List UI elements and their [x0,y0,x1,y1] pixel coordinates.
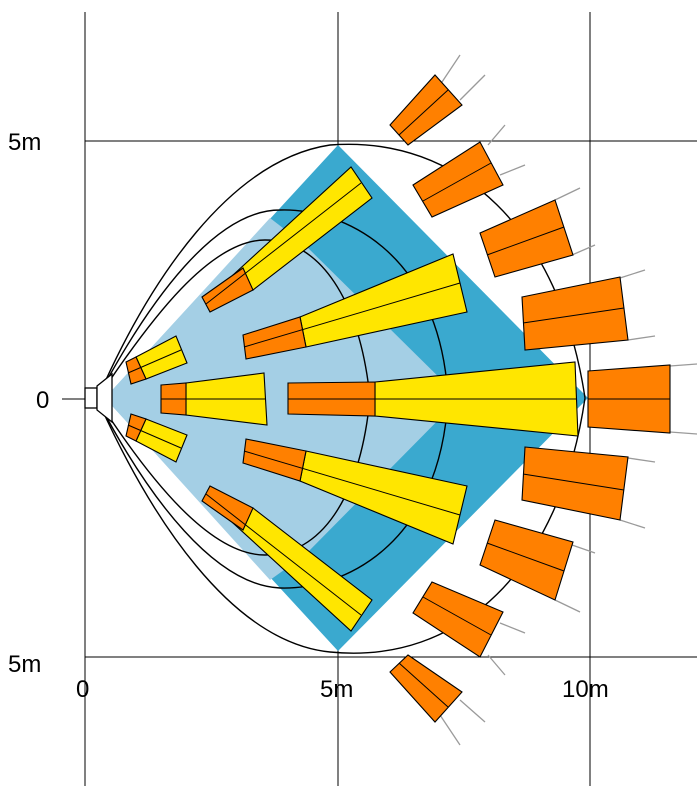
outer-contour [99,143,586,654]
beam-midline [486,542,565,572]
y-tick-label-zero: 0 [36,387,49,414]
ray [499,164,526,176]
sensor-lens [96,372,113,424]
beam-midline [243,450,461,516]
ray [669,431,697,435]
light-blue-zone [105,218,460,580]
orange-segment-upper-diagonal [201,267,254,313]
orange-beam-3 [479,199,574,278]
orange-segment-lower-short [125,413,147,442]
ray [627,457,656,463]
outer-orange-beams [389,74,671,723]
orange-beam-4 [521,276,629,351]
beam-midline [127,349,182,374]
beam-midline [127,424,182,449]
ray [571,244,596,256]
y-tick-label-top: 5m [8,129,41,156]
beam-midline [522,307,625,324]
x-tick-label-10: 10m [562,676,609,703]
ray [487,124,506,146]
orange-beam-2 [412,141,504,218]
ray [554,599,581,613]
ray [619,519,646,529]
x-tick-label-0: 0 [76,676,89,703]
ray [554,187,581,201]
orange-segment-upper-short [125,356,147,385]
x-tick-label-5: 5m [320,676,353,703]
beam-midline [486,226,565,256]
outer-beam-rays [439,54,697,746]
beam-midline [422,596,492,636]
beam-midline [522,473,625,491]
ray [627,335,656,341]
orange-beam-8 [412,581,504,658]
sensor [84,372,113,424]
beam-midline [398,662,449,708]
orange-beam-7 [479,519,574,601]
ray [571,544,596,554]
orange-beam-6 [521,446,629,521]
inner-beams [125,166,579,632]
ray [439,54,461,86]
orange-segment-lower-diagonal [201,485,254,531]
ray [499,622,526,634]
beam-midline [243,282,461,348]
beam-midline [398,89,449,136]
ray [459,74,486,101]
beam-midline [205,493,362,616]
ray [439,714,461,746]
y-tick-label-bottom: 5m [8,651,41,678]
sensor-body [84,387,98,409]
axis-labels: 5m 0 5m 0 5m 10m [8,129,609,703]
ray [619,269,646,279]
beam-midline [422,162,492,202]
ray [487,654,506,676]
ray [669,363,697,367]
ray [459,699,486,723]
beam-midline [205,182,362,305]
